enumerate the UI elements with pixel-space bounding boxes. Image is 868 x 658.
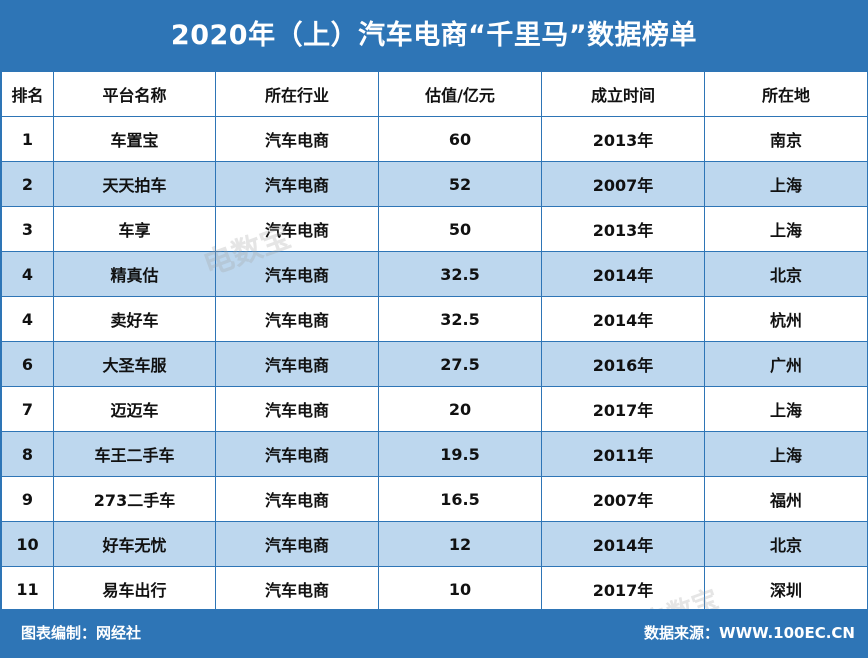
- cell-platform: 大圣车服: [53, 341, 216, 387]
- cell-platform: 天天拍车: [53, 161, 216, 207]
- cell-location: 广州: [704, 341, 868, 387]
- cell-valuation: 32.5: [378, 296, 542, 342]
- table-row: 2 天天拍车 汽车电商 52 2007年 上海: [1, 161, 868, 207]
- cell-valuation: 19.5: [378, 431, 542, 477]
- cell-location: 福州: [704, 476, 868, 522]
- cell-founded: 2013年: [541, 206, 705, 252]
- cell-rank: 2: [1, 161, 54, 207]
- table-row: 6 大圣车服 汽车电商 27.5 2016年 广州: [1, 341, 868, 387]
- cell-platform: 车置宝: [53, 116, 216, 162]
- col-header-founded: 成立时间: [541, 71, 705, 117]
- cell-valuation: 27.5: [378, 341, 542, 387]
- cell-location: 北京: [704, 521, 868, 567]
- ranking-table: 排名 平台名称 所在行业 估值/亿元 成立时间 所在地 1 车置宝 汽车电商 60 20…: [1, 71, 868, 612]
- cell-industry: 汽车电商: [215, 521, 379, 567]
- footer-source: 数据来源：WWW.100EC.CN: [644, 624, 855, 642]
- table-row: 3 车享 汽车电商 50 2013年 上海: [1, 206, 868, 252]
- cell-location: 南京: [704, 116, 868, 162]
- cell-location: 上海: [704, 431, 868, 477]
- table-row: 8 车王二手车 汽车电商 19.5 2011年 上海: [1, 431, 868, 477]
- table-row: 7 迈迈车 汽车电商 20 2017年 上海: [1, 386, 868, 432]
- cell-founded: 2013年: [541, 116, 705, 162]
- cell-industry: 汽车电商: [215, 566, 379, 612]
- table-row: 11 易车出行 汽车电商 10 2017年 深圳: [1, 566, 868, 612]
- cell-platform: 车享: [53, 206, 216, 252]
- cell-rank: 4: [1, 296, 54, 342]
- table-header-row: 排名 平台名称 所在行业 估值/亿元 成立时间 所在地: [1, 71, 868, 117]
- cell-location: 上海: [704, 386, 868, 432]
- cell-industry: 汽车电商: [215, 296, 379, 342]
- cell-valuation: 20: [378, 386, 542, 432]
- table-body: 1 车置宝 汽车电商 60 2013年 南京 2 天天拍车 汽车电商 52 2007年 上海 3 车享 汽车…: [1, 116, 868, 612]
- cell-rank: 11: [1, 566, 54, 612]
- cell-location: 北京: [704, 251, 868, 297]
- col-header-valuation: 估值/亿元: [378, 71, 542, 117]
- cell-rank: 6: [1, 341, 54, 387]
- cell-rank: 7: [1, 386, 54, 432]
- cell-rank: 10: [1, 521, 54, 567]
- cell-founded: 2017年: [541, 386, 705, 432]
- cell-rank: 9: [1, 476, 54, 522]
- cell-location: 上海: [704, 206, 868, 252]
- cell-industry: 汽车电商: [215, 206, 379, 252]
- cell-platform: 车王二手车: [53, 431, 216, 477]
- cell-industry: 汽车电商: [215, 476, 379, 522]
- cell-platform: 迈迈车: [53, 386, 216, 432]
- cell-valuation: 12: [378, 521, 542, 567]
- table-row: 4 精真估 汽车电商 32.5 2014年 北京: [1, 251, 868, 297]
- cell-industry: 汽车电商: [215, 431, 379, 477]
- cell-valuation: 50: [378, 206, 542, 252]
- cell-location: 上海: [704, 161, 868, 207]
- table-row: 10 好车无忧 汽车电商 12 2014年 北京: [1, 521, 868, 567]
- cell-founded: 2014年: [541, 251, 705, 297]
- col-header-industry: 所在行业: [215, 71, 379, 117]
- cell-valuation: 10: [378, 566, 542, 612]
- cell-rank: 3: [1, 206, 54, 252]
- cell-industry: 汽车电商: [215, 251, 379, 297]
- cell-platform: 好车无忧: [53, 521, 216, 567]
- cell-founded: 2011年: [541, 431, 705, 477]
- cell-founded: 2007年: [541, 476, 705, 522]
- chart-title: 2020年（上）汽车电商“千里马”数据榜单: [1, 1, 867, 71]
- cell-valuation: 60: [378, 116, 542, 162]
- cell-location: 深圳: [704, 566, 868, 612]
- table-row: 4 卖好车 汽车电商 32.5 2014年 杭州: [1, 296, 868, 342]
- cell-rank: 8: [1, 431, 54, 477]
- footer-bar: 图表编制：网经社 数据来源：WWW.100EC.CN: [1, 609, 867, 657]
- col-header-platform: 平台名称: [53, 71, 216, 117]
- table-row: 9 273二手车 汽车电商 16.5 2007年 福州: [1, 476, 868, 522]
- cell-valuation: 16.5: [378, 476, 542, 522]
- cell-founded: 2007年: [541, 161, 705, 207]
- cell-industry: 汽车电商: [215, 116, 379, 162]
- cell-platform: 273二手车: [53, 476, 216, 522]
- cell-founded: 2014年: [541, 521, 705, 567]
- cell-platform: 精真估: [53, 251, 216, 297]
- cell-platform: 易车出行: [53, 566, 216, 612]
- cell-rank: 4: [1, 251, 54, 297]
- cell-founded: 2017年: [541, 566, 705, 612]
- cell-valuation: 32.5: [378, 251, 542, 297]
- footer-compiler: 图表编制：网经社: [21, 624, 142, 642]
- table-row: 1 车置宝 汽车电商 60 2013年 南京: [1, 116, 868, 162]
- cell-rank: 1: [1, 116, 54, 162]
- col-header-rank: 排名: [1, 71, 54, 117]
- cell-founded: 2016年: [541, 341, 705, 387]
- cell-valuation: 52: [378, 161, 542, 207]
- cell-platform: 卖好车: [53, 296, 216, 342]
- col-header-location: 所在地: [704, 71, 868, 117]
- cell-industry: 汽车电商: [215, 341, 379, 387]
- cell-industry: 汽车电商: [215, 386, 379, 432]
- cell-founded: 2014年: [541, 296, 705, 342]
- cell-industry: 汽车电商: [215, 161, 379, 207]
- cell-location: 杭州: [704, 296, 868, 342]
